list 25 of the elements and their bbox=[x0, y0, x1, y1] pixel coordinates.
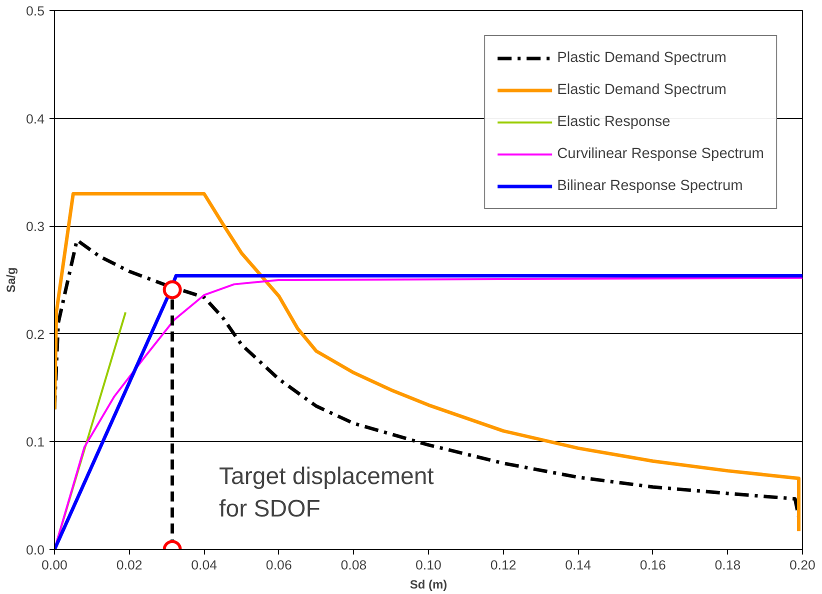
y-tick-label: 0.4 bbox=[26, 111, 46, 126]
x-axis-title: Sd (m) bbox=[410, 578, 448, 592]
legend-label: Elastic Demand Spectrum bbox=[557, 82, 727, 98]
legend-label: Curvilinear Response Spectrum bbox=[557, 146, 764, 162]
x-tick-label: 0.06 bbox=[266, 558, 292, 572]
x-tick-label: 0.16 bbox=[640, 558, 666, 572]
x-tick-label: 0.12 bbox=[490, 558, 516, 572]
x-tick-label: 0.08 bbox=[340, 558, 367, 572]
y-tick-label: 0.5 bbox=[26, 4, 45, 18]
legend-label: Bilinear Response Spectrum bbox=[557, 178, 743, 194]
x-tick-label: 0.00 bbox=[42, 558, 68, 572]
legend-label: Plastic Demand Spectrum bbox=[557, 50, 727, 66]
y-tick-label: 0.0 bbox=[26, 542, 45, 558]
y-tick-label: 0.1 bbox=[26, 434, 45, 450]
x-tick-label: 0.04 bbox=[191, 558, 218, 572]
legend-label: Elastic Response bbox=[557, 114, 670, 130]
y-axis-title: Sa/g bbox=[4, 267, 18, 293]
x-tick-label: 0.20 bbox=[790, 558, 816, 572]
x-tick-label: 0.02 bbox=[116, 558, 142, 572]
annotation: Target displacement for SDOF bbox=[219, 463, 434, 523]
y-tick-label: 0.2 bbox=[26, 326, 45, 342]
x-tick-label: 0.14 bbox=[565, 558, 592, 572]
x-tick-label: 0.10 bbox=[416, 558, 442, 572]
y-tick-label: 0.3 bbox=[26, 219, 45, 234]
x-tick-label: 0.18 bbox=[714, 558, 741, 572]
